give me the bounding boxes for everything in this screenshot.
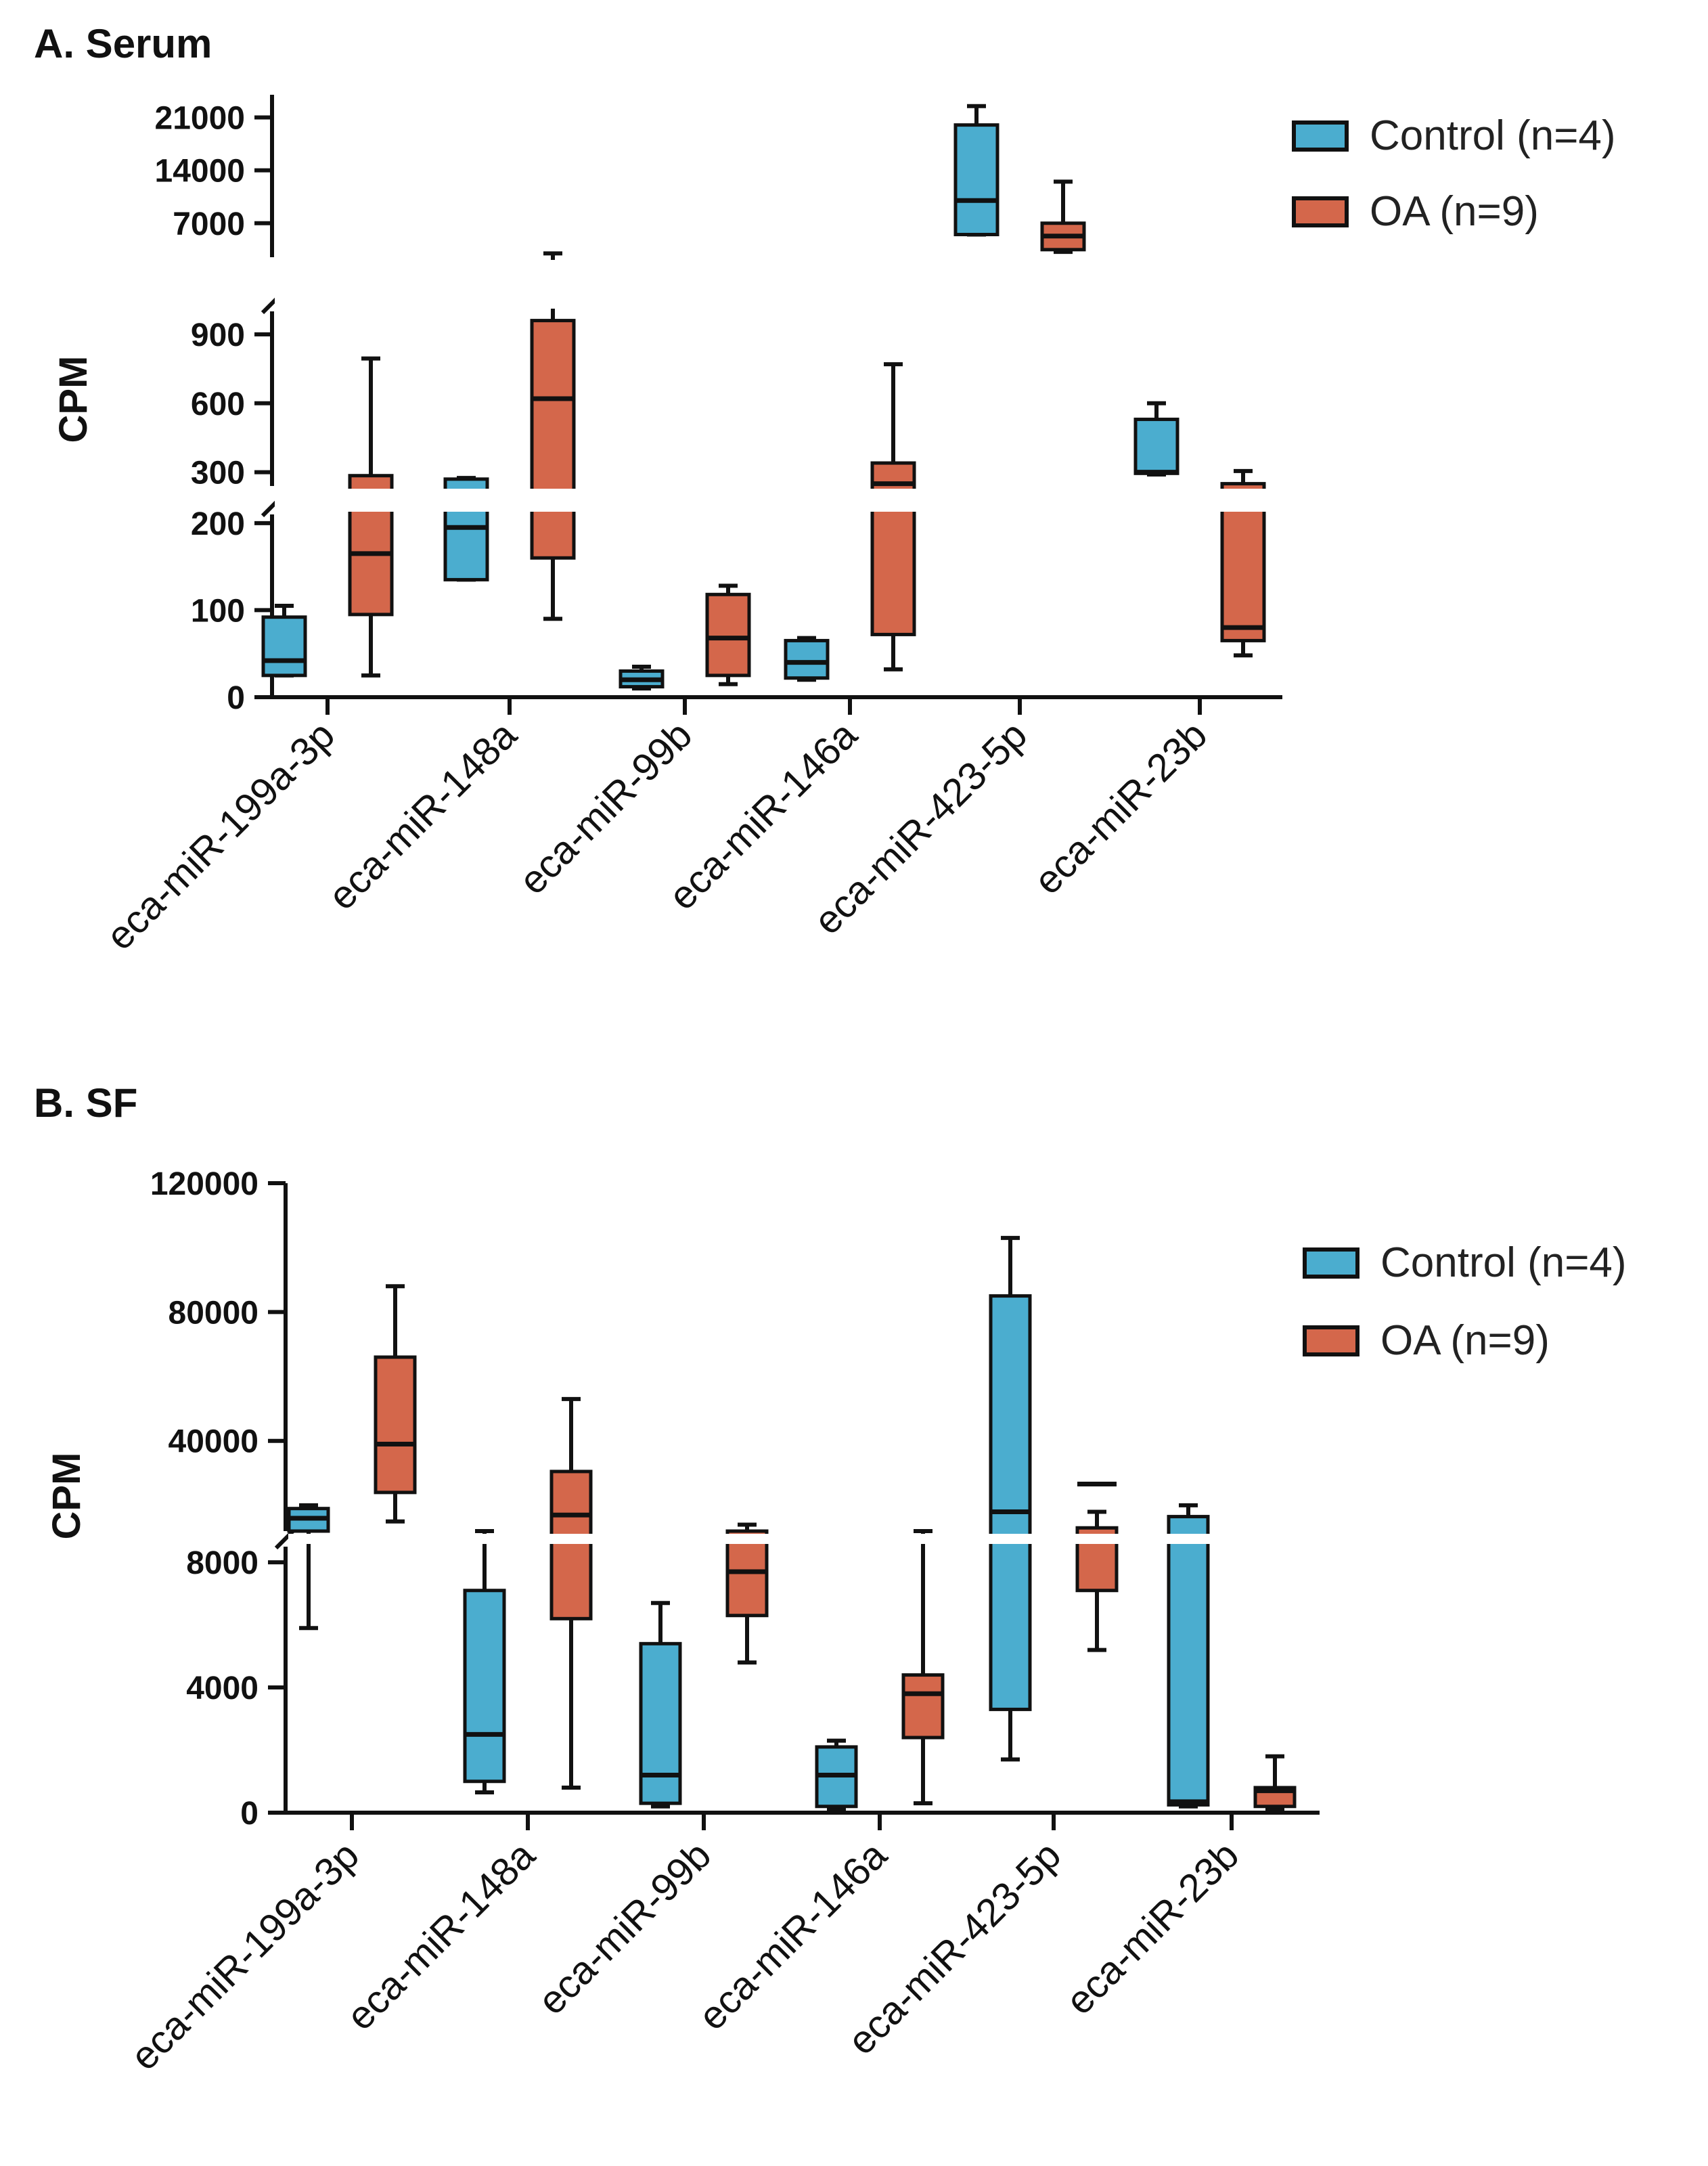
control-iqr-box: [463, 1589, 506, 1784]
oa-box-3: [870, 362, 916, 671]
oa-box-2: [725, 1522, 769, 1665]
y-tick-label: 900: [191, 317, 245, 353]
panel-serum: A. Serum CPM 0 100 200 300 600 900 7000 14000 2100…: [34, 21, 1616, 958]
legend-swatch-oa: [1303, 1325, 1359, 1356]
oa-box-4: [1075, 1482, 1119, 1652]
oa-box-0: [374, 1284, 417, 1524]
oa-iqr-box: [705, 592, 751, 678]
oa-box-2: [705, 583, 751, 686]
control-iqr-box: [784, 638, 830, 680]
oa-box-0: [348, 356, 394, 678]
legend-label-control: Control (n=4): [1370, 112, 1616, 159]
y-tick-label: 0: [227, 680, 245, 716]
control-box-2: [619, 665, 665, 691]
y-tick-label: 120000: [150, 1166, 259, 1202]
y-tick-label: 80000: [168, 1295, 259, 1331]
control-iqr-box: [989, 1294, 1032, 1711]
oa-box-1: [530, 251, 576, 621]
legend-swatch-oa: [1292, 196, 1349, 227]
x-tick-label: eca-miR-148a: [320, 713, 526, 919]
panel-title: B. SF: [34, 1080, 137, 1126]
y-tick-label: 40000: [168, 1424, 259, 1460]
control-box-0: [261, 604, 307, 678]
x-tick-label: eca-miR-199a-3p: [97, 713, 343, 958]
oa-box-3: [901, 1529, 945, 1806]
oa-iqr-box: [530, 319, 576, 560]
axis-break-gap: [275, 489, 1285, 512]
control-iqr-box: [639, 1641, 682, 1805]
y-axis-label: CPM: [51, 356, 95, 443]
y-tick-label: 14000: [155, 154, 245, 190]
y-tick-label: 21000: [155, 100, 245, 136]
y-tick-label: 600: [191, 386, 245, 422]
legend-swatch-control: [1292, 120, 1349, 152]
oa-iqr-box: [374, 1355, 417, 1495]
control-box-3: [815, 1738, 858, 1812]
legend-label-control: Control (n=4): [1380, 1239, 1627, 1286]
control-iqr-box: [261, 615, 307, 678]
x-tick-label: eca-miR-199a-3p: [122, 1833, 367, 2079]
axis-break-gap: [275, 260, 1285, 309]
control-box-0: [287, 1503, 330, 1631]
control-box-4: [989, 1235, 1032, 1762]
panel-sf: B. SF CPM 0 4000 8000 40000 80000 120000 eca-miR…: [34, 1080, 1627, 2079]
control-box-2: [639, 1601, 682, 1809]
y-tick-label: 0: [240, 1796, 259, 1832]
x-tick-label: eca-miR-23b: [1057, 1833, 1247, 2023]
control-box-5: [1167, 1503, 1210, 1809]
x-tick-label: eca-miR-99b: [529, 1833, 719, 2023]
legend-label-oa: OA (n=9): [1370, 188, 1539, 235]
control-iqr-box: [953, 123, 999, 237]
x-tick-label: eca-miR-99b: [510, 713, 700, 903]
panel-title: A. Serum: [34, 21, 212, 66]
control-box-3: [784, 636, 830, 682]
control-box-4: [953, 104, 999, 237]
control-iqr-box: [1167, 1515, 1210, 1807]
oa-iqr-box: [901, 1673, 945, 1740]
oa-box-5: [1253, 1754, 1297, 1812]
y-tick-label: 8000: [186, 1545, 259, 1581]
legend-label-oa: OA (n=9): [1380, 1317, 1550, 1364]
y-tick-label: 7000: [173, 206, 245, 242]
axis-break-gap: [288, 1534, 1322, 1544]
y-axis-label: CPM: [45, 1453, 89, 1540]
control-iqr-box: [1133, 418, 1179, 475]
y-tick-label: 200: [191, 506, 245, 542]
y-tick-label: 300: [191, 456, 245, 491]
y-tick-label: 100: [191, 593, 245, 629]
x-tick-label: eca-miR-23b: [1025, 713, 1215, 903]
y-tick-label: 4000: [186, 1671, 259, 1706]
oa-box-4: [1040, 179, 1086, 255]
legend-swatch-control: [1303, 1247, 1359, 1279]
control-box-5: [1133, 401, 1179, 477]
oa-box-1: [549, 1396, 593, 1790]
oa-iqr-box: [549, 1469, 593, 1620]
x-tick-label: eca-miR-148a: [338, 1833, 544, 2039]
control-box-1: [463, 1529, 506, 1794]
